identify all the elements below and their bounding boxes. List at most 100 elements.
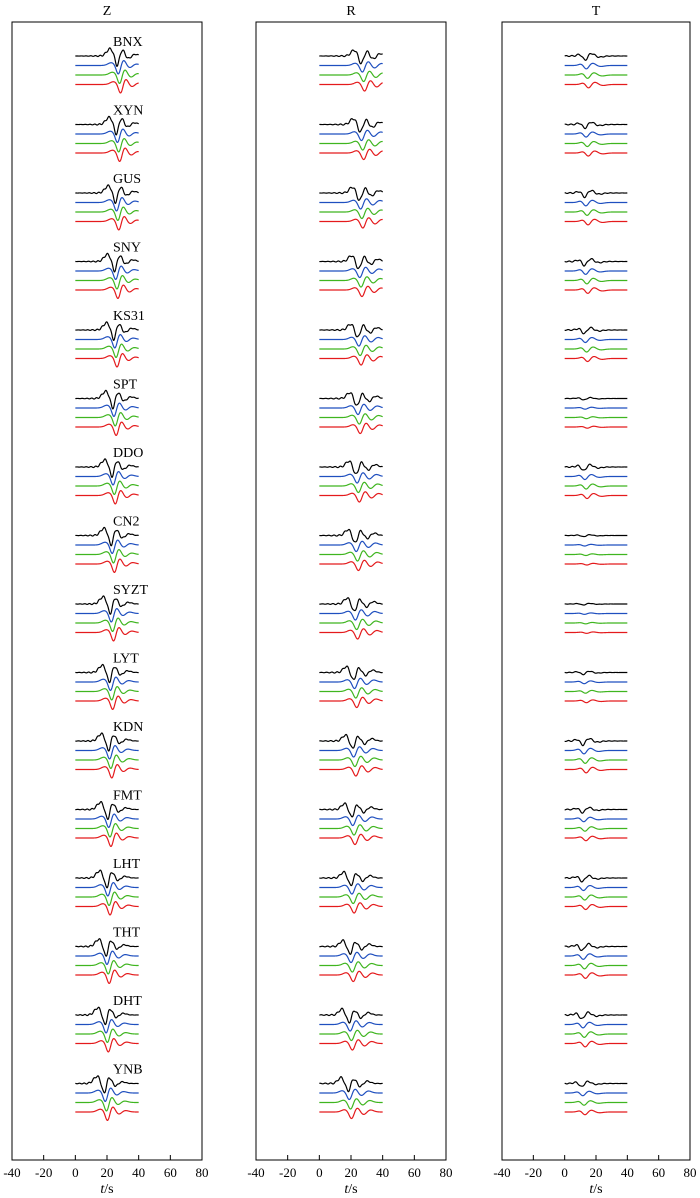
trace-KS31-1: [564, 336, 628, 344]
station-label: CN2: [113, 515, 139, 530]
station-group-XYN: [319, 118, 383, 161]
trace-YNB-0: [564, 1080, 628, 1087]
trace-CN2-2: [564, 553, 628, 557]
station-group-GUS: [319, 186, 384, 229]
trace-XYN-1: [75, 128, 139, 144]
station-group-DHT: DHT: [75, 994, 142, 1053]
trace-GUS-2: [319, 207, 383, 220]
station-group-BNX: BNX: [75, 35, 143, 94]
trace-DDO-0: [319, 460, 383, 474]
trace-THT-3: [319, 970, 383, 983]
station-group-DDO: DDO: [75, 446, 143, 505]
trace-GUS-3: [564, 218, 628, 226]
trace-THT-1: [75, 950, 139, 966]
trace-DDO-1: [319, 472, 383, 484]
trace-KDN-1: [75, 745, 139, 760]
trace-FMT-0: [319, 802, 383, 818]
trace-XYN-2: [75, 138, 139, 153]
x-tick-label: 60: [408, 1165, 421, 1180]
trace-CN2-3: [564, 562, 628, 566]
trace-LYT-2: [564, 689, 628, 694]
trace-XYN-3: [564, 150, 628, 157]
trace-FMT-0: [564, 806, 628, 814]
trace-LHT-1: [319, 883, 383, 895]
station-group-CN2: [564, 534, 628, 566]
trace-DDO-1: [564, 473, 628, 481]
trace-DHT-1: [75, 1019, 139, 1034]
station-group-THT: [564, 942, 628, 979]
station-group-DHT: [564, 1011, 628, 1048]
trace-LHT-3: [319, 902, 383, 914]
station-label: DHT: [113, 994, 142, 1009]
trace-LHT-3: [75, 901, 139, 916]
trace-LYT-3: [75, 695, 139, 711]
trace-KDN-3: [564, 766, 628, 774]
trace-KDN-1: [564, 747, 628, 755]
trace-GUS-0: [319, 186, 384, 201]
trace-SPT-2: [564, 416, 628, 420]
trace-SNY-1: [319, 266, 383, 279]
trace-XYN-0: [75, 115, 139, 136]
trace-KS31-3: [75, 353, 139, 368]
panel-T: T -40 -20 0 20 40 60 80 t/s: [493, 4, 696, 1197]
station-group-DDO: [564, 463, 628, 500]
trace-DHT-2: [564, 1031, 628, 1038]
station-group-DDO: [319, 460, 383, 503]
trace-THT-1: [319, 951, 383, 964]
trace-LHT-2: [75, 891, 139, 907]
station-label: SNY: [113, 241, 141, 256]
trace-YNB-2: [319, 1098, 383, 1110]
trace-CN2-3: [75, 558, 139, 574]
trace-LHT-1: [564, 884, 628, 892]
x-axis-title: t/s: [344, 1182, 357, 1197]
panel-title: T: [592, 4, 601, 19]
trace-BNX-0: [319, 49, 383, 65]
trace-XYN-0: [319, 118, 383, 133]
station-group-SPT: SPT: [75, 378, 139, 437]
trace-LYT-0: [75, 663, 139, 684]
trace-XYN-1: [564, 131, 628, 138]
trace-SYZT-3: [564, 631, 628, 634]
trace-GUS-2: [75, 206, 139, 222]
trace-BNX-3: [319, 80, 383, 92]
station-group-GUS: GUS: [75, 172, 141, 231]
trace-SNY-1: [564, 268, 628, 275]
station-group-YNB: [319, 1076, 383, 1120]
trace-LHT-2: [319, 892, 383, 905]
trace-FMT-3: [564, 835, 628, 842]
trace-DDO-0: [75, 458, 139, 478]
station-group-YNB: YNB: [75, 1063, 143, 1122]
x-tick-label: 40: [132, 1165, 145, 1180]
trace-YNB-2: [75, 1097, 139, 1112]
x-tick-label: -20: [525, 1165, 542, 1180]
panel-title: R: [346, 4, 356, 19]
station-label: LHT: [113, 857, 141, 872]
station-group-XYN: [564, 121, 628, 157]
trace-LHT-0: [75, 869, 139, 889]
trace-BNX-0: [564, 52, 628, 61]
station-label: THT: [113, 926, 141, 941]
trace-SNY-0: [319, 255, 383, 270]
trace-SYZT-3: [75, 627, 139, 642]
panel-Z: Z -40 -20 0 20 40 60 80 t/s BNX XYN GUS SNY KS31 SPT DD…: [3, 4, 208, 1197]
x-tick-label: -20: [279, 1165, 296, 1180]
trace-SYZT-1: [564, 612, 628, 615]
station-group-SYZT: [319, 597, 383, 640]
trace-SPT-3: [75, 421, 139, 437]
trace-DDO-3: [75, 490, 139, 505]
panel-frame: [11, 21, 203, 1161]
station-label: BNX: [113, 35, 143, 50]
trace-SNY-3: [75, 284, 139, 300]
trace-LYT-3: [564, 699, 628, 704]
panel-title: Z: [103, 4, 112, 19]
trace-YNB-1: [319, 1088, 383, 1101]
trace-FMT-3: [75, 832, 139, 848]
station-group-XYN: XYN: [75, 104, 143, 163]
station-label: XYN: [113, 104, 143, 119]
trace-YNB-3: [564, 1109, 628, 1116]
station-group-LHT: [564, 874, 628, 911]
trace-SYZT-2: [564, 621, 628, 625]
trace-YNB-2: [564, 1100, 628, 1106]
station-group-BNX: [564, 52, 628, 89]
station-group-KDN: [319, 733, 383, 777]
